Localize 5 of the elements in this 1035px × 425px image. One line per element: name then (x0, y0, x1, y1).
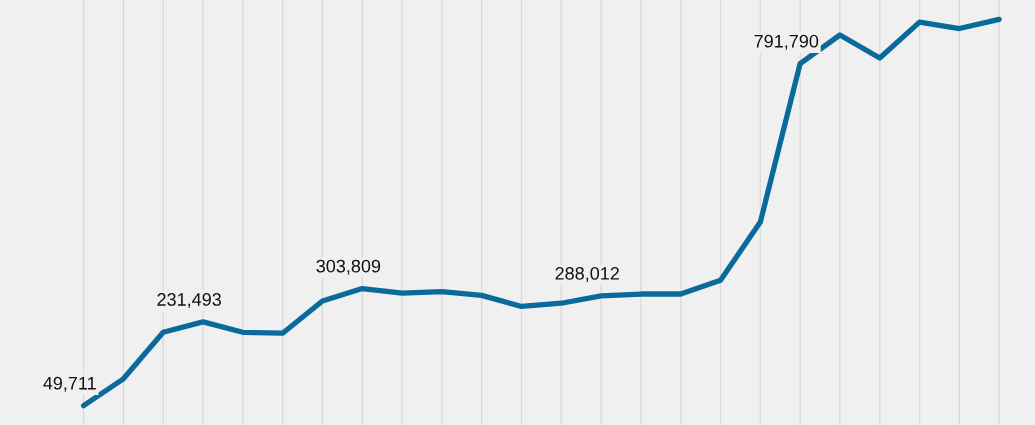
data-label: 791,790 (754, 34, 819, 50)
data-label: 303,809 (316, 259, 381, 275)
data-label: 288,012 (555, 267, 619, 282)
data-label: 231,493 (157, 293, 221, 308)
data-label: 49,711 (43, 376, 96, 392)
